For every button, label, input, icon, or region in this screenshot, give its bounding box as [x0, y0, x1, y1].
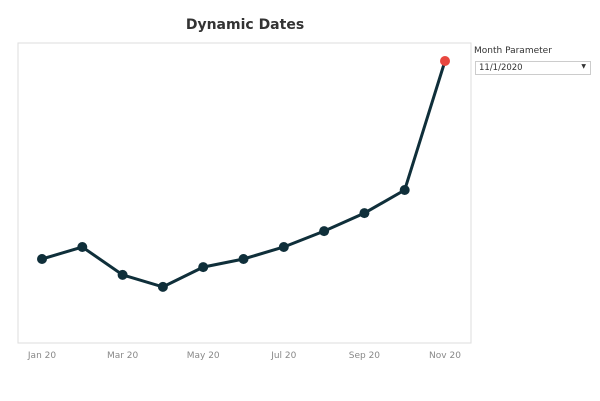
chart-title: Dynamic Dates: [185, 17, 305, 33]
data-point: [319, 226, 330, 237]
plot-area: [17, 42, 472, 344]
data-point: [359, 208, 370, 219]
x-tick-label: Sep 20: [349, 351, 381, 361]
x-tick-label: Nov 20: [429, 351, 461, 361]
month-parameter-dropdown[interactable]: 11/1/2020 ▼: [475, 61, 591, 75]
x-tick-label: Jul 20: [270, 351, 296, 361]
data-point: [278, 242, 289, 252]
month-parameter-value: 11/1/2020: [479, 63, 523, 73]
data-point: [157, 281, 168, 292]
data-point: [440, 56, 450, 66]
x-tick-label: Mar 20: [107, 351, 139, 361]
month-parameter-label: Month Parameter: [474, 46, 552, 56]
data-point: [77, 242, 88, 252]
chevron-down-icon: ▼: [581, 63, 586, 70]
data-point: [399, 185, 410, 195]
x-tick-label: May 20: [187, 351, 220, 361]
data-point: [117, 269, 128, 280]
x-tick-label: Jan 20: [27, 351, 56, 361]
data-point: [37, 254, 47, 264]
series-line: [41, 60, 447, 289]
data-point: [198, 262, 209, 273]
data-point: [238, 254, 249, 264]
